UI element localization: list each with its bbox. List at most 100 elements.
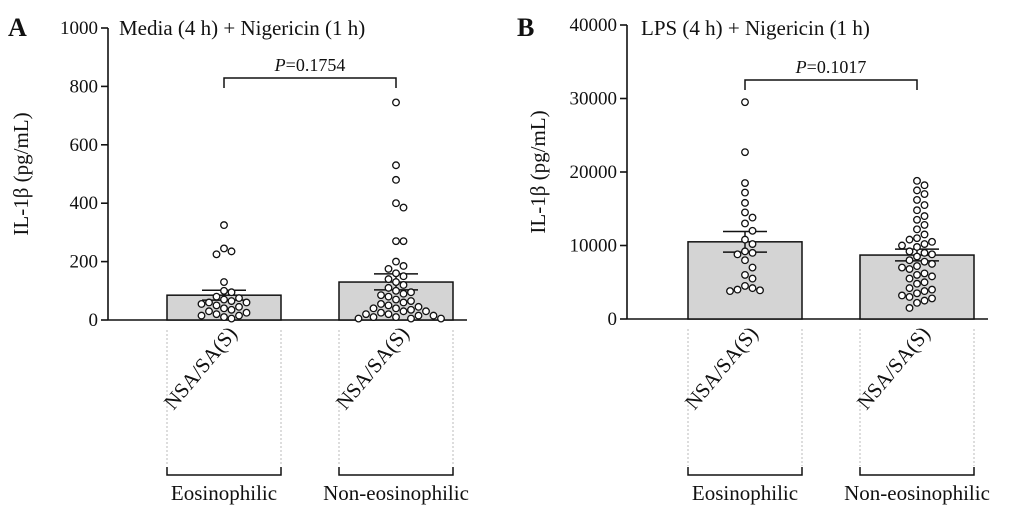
data-point: [928, 285, 936, 294]
data-point: [384, 275, 393, 284]
category-label: NSA/SA(S): [331, 322, 414, 414]
data-point: [392, 161, 400, 170]
data-point: [913, 289, 921, 298]
data-point: [913, 243, 921, 251]
data-point: [220, 295, 228, 304]
data-point: [920, 220, 929, 229]
data-point: [377, 299, 385, 308]
data-point: [756, 286, 764, 295]
data-point: [399, 307, 408, 316]
data-point: [913, 234, 921, 243]
data-point: [741, 247, 749, 256]
data-point: [920, 201, 929, 210]
data-point: [748, 248, 757, 257]
data-point: [741, 98, 749, 107]
data-point: [212, 301, 221, 310]
p-value-label: P=0.1017: [795, 57, 867, 77]
panel-b: B LPS (4 h) + Nigericin (1 h) 0 10000 20000 3…: [517, 13, 990, 505]
data-point: [407, 305, 415, 314]
data-point: [898, 263, 906, 272]
data-point: [905, 235, 914, 244]
category-label: NSA/SA(S): [159, 322, 242, 414]
data-point: [392, 237, 400, 246]
data-point: [399, 262, 408, 270]
data-point: [197, 299, 206, 308]
data-point: [905, 304, 914, 312]
y-tick-label: 0: [89, 310, 99, 331]
group-label: Non-eosinophilic: [323, 481, 469, 505]
category-label: NSA/SA(S): [680, 322, 763, 414]
data-point: [205, 307, 213, 316]
data-point: [399, 298, 408, 307]
group-label: Eosinophilic: [692, 481, 798, 505]
data-point: [913, 298, 921, 307]
data-point: [399, 203, 408, 212]
data-point: [920, 257, 929, 266]
data-point: [392, 304, 400, 313]
data-point: [399, 289, 408, 298]
data-point: [212, 310, 221, 319]
data-point: [369, 313, 378, 322]
category-label: NSA/SA(S): [852, 322, 935, 414]
y-tick-label: 600: [70, 135, 99, 156]
data-point: [235, 311, 243, 320]
data-point: [235, 294, 243, 303]
data-point: [905, 284, 914, 293]
data-point: [928, 237, 936, 246]
data-point: [369, 304, 378, 313]
data-point: [741, 188, 749, 197]
group-label: Eosinophilic: [171, 481, 277, 505]
y-tick-label: 10000: [570, 236, 618, 257]
data-point: [384, 264, 393, 273]
data-point: [220, 304, 228, 313]
data-point: [205, 298, 213, 307]
p-value: =0.1754: [286, 55, 346, 75]
data-point: [392, 98, 400, 107]
data-point: [227, 314, 236, 323]
data-point: [748, 226, 757, 235]
data-point: [898, 241, 906, 250]
data-point: [197, 311, 206, 320]
data-point: [920, 181, 929, 190]
y-tick-label: 30000: [570, 89, 618, 110]
data-point: [905, 265, 914, 273]
y-tick-label: 1000: [60, 18, 98, 39]
data-point: [429, 311, 438, 320]
data-point: [407, 297, 415, 305]
data-point: [905, 256, 914, 265]
data-point: [392, 295, 400, 304]
data-point: [741, 208, 749, 217]
data-point: [913, 225, 921, 234]
data-point: [741, 256, 749, 265]
data-point: [242, 308, 251, 317]
y-axis-label: IL-1β (pg/mL): [9, 112, 33, 235]
data-point: [905, 274, 914, 283]
data-point: [741, 148, 749, 157]
y-tick-label: 40000: [570, 15, 618, 36]
panel-letter: B: [517, 13, 534, 42]
group-bracket: [338, 467, 454, 476]
data-point: [913, 270, 921, 279]
group-bracket: [166, 467, 282, 476]
data-point: [220, 278, 228, 286]
data-point: [748, 213, 757, 222]
data-point: [920, 278, 929, 287]
data-point: [733, 250, 742, 259]
y-tick-label: 400: [70, 193, 99, 214]
data-point: [920, 287, 929, 296]
p-value-label: P=0.1754: [274, 55, 346, 75]
data-point: [227, 305, 236, 314]
group-bracket: [859, 467, 975, 476]
data-point: [748, 240, 757, 248]
data-point: [220, 286, 228, 295]
data-point: [928, 272, 936, 281]
data-point: [920, 212, 929, 221]
significance-bracket: [223, 77, 397, 88]
data-point: [227, 297, 236, 305]
data-point: [212, 292, 221, 301]
data-point: [414, 311, 423, 320]
data-point: [212, 250, 221, 259]
panel-letter: A: [8, 13, 27, 42]
data-point: [741, 219, 749, 228]
data-point: [354, 314, 363, 323]
